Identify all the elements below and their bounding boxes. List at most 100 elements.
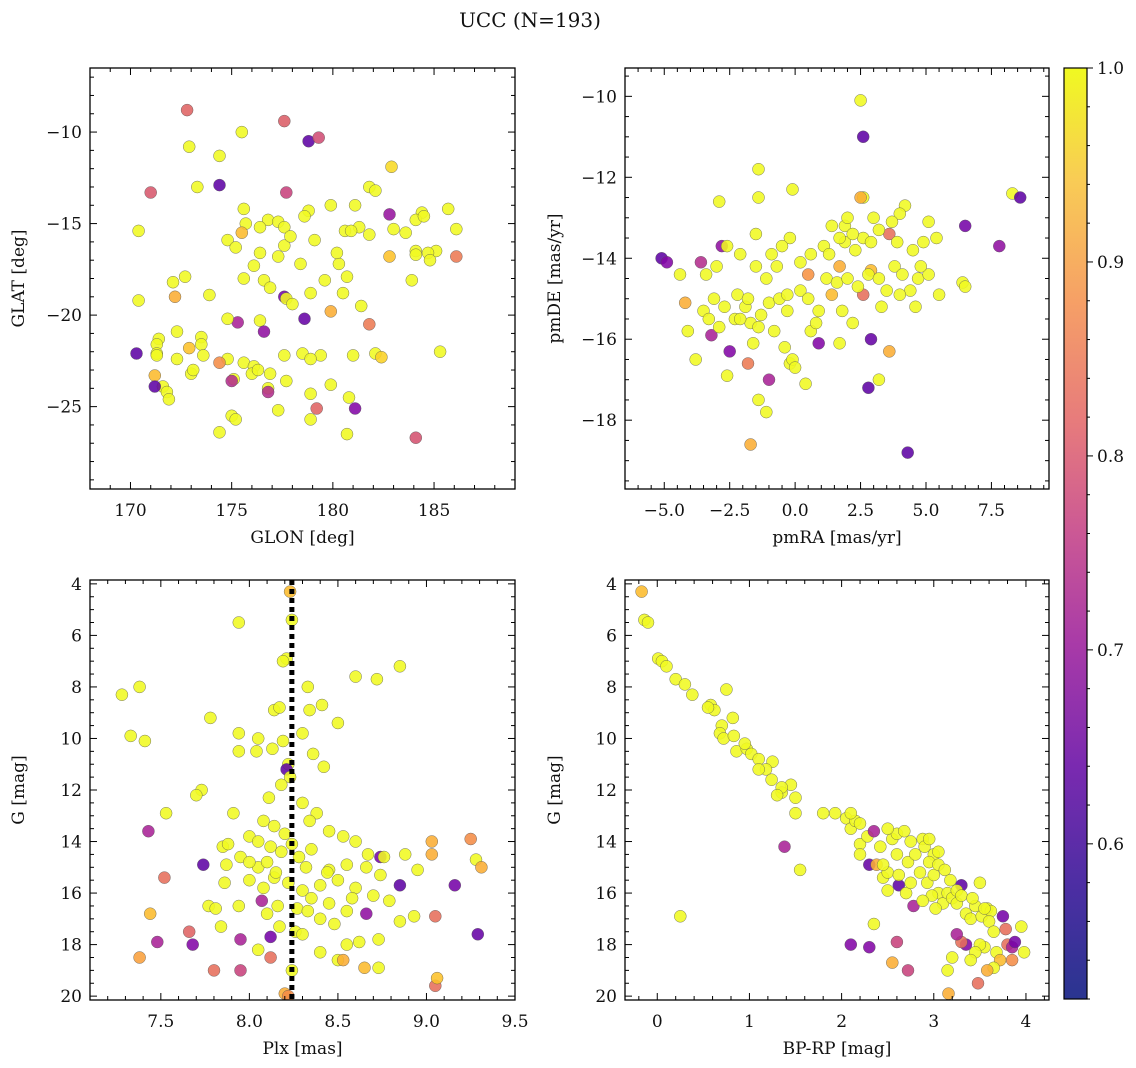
data-point	[635, 585, 648, 598]
data-point	[762, 296, 776, 309]
colorbar-tick-label: 0.8	[1097, 447, 1124, 467]
data-point	[886, 956, 899, 969]
data-point	[294, 257, 307, 271]
data-point	[744, 438, 757, 451]
data-point	[904, 876, 917, 889]
data-point	[411, 863, 424, 877]
data-point	[825, 219, 838, 233]
data-point	[332, 257, 346, 271]
data-point	[296, 796, 309, 810]
data-point	[892, 868, 905, 882]
data-point	[450, 250, 463, 263]
data-point	[425, 848, 438, 861]
y-tick-label: 16	[60, 884, 82, 904]
data-point	[699, 268, 713, 281]
data-point	[681, 324, 694, 338]
data-point	[710, 260, 723, 273]
data-point	[209, 902, 222, 915]
data-point	[301, 680, 314, 694]
data-point	[227, 807, 240, 820]
data-point	[151, 935, 164, 949]
data-point	[203, 288, 216, 302]
data-point	[296, 884, 309, 897]
data-point	[377, 850, 391, 864]
data-point	[278, 349, 291, 362]
data-point	[941, 964, 954, 977]
y-tick-label: −14	[581, 249, 617, 269]
data-point	[707, 292, 721, 305]
data-point	[417, 210, 431, 223]
data-point	[253, 220, 267, 234]
data-point	[232, 616, 246, 629]
data-point	[182, 925, 196, 938]
data-point	[853, 817, 867, 830]
data-point	[917, 235, 930, 249]
data-point	[778, 840, 791, 853]
data-point	[132, 224, 145, 238]
data-point	[372, 961, 385, 974]
data-point	[950, 928, 963, 941]
y-tick-label: 18	[595, 936, 617, 956]
data-point	[429, 910, 442, 923]
data-point	[778, 341, 791, 354]
y-tick-label: 6	[606, 626, 617, 646]
data-point	[232, 727, 246, 740]
data-point	[922, 215, 935, 229]
data-point	[190, 789, 203, 802]
data-point	[150, 349, 164, 362]
data-point	[723, 345, 736, 358]
data-point	[978, 902, 991, 915]
data-point	[264, 930, 277, 944]
data-point	[875, 300, 888, 313]
data-point	[754, 308, 768, 322]
data-point	[374, 868, 387, 882]
data-point	[272, 404, 285, 417]
data-point	[360, 861, 373, 874]
data-point	[726, 711, 739, 725]
data-point	[375, 351, 388, 364]
data-point	[409, 431, 422, 444]
data-point	[1008, 935, 1022, 949]
data-point	[765, 247, 778, 261]
data-point	[749, 227, 763, 241]
data-point	[833, 260, 846, 273]
data-point	[144, 186, 157, 199]
data-point	[747, 337, 760, 350]
y-tick-label: −18	[581, 411, 617, 431]
data-point	[170, 352, 184, 366]
data-point	[337, 830, 350, 843]
data-point	[833, 231, 846, 245]
data-point	[269, 866, 283, 879]
data-point	[686, 688, 699, 701]
data-point	[409, 248, 422, 261]
x-tick-label: 9.0	[413, 1012, 440, 1032]
data-point	[734, 312, 747, 326]
data-point	[264, 951, 277, 964]
data-point	[841, 272, 854, 285]
data-point	[718, 300, 731, 313]
data-point	[213, 149, 226, 163]
data-point	[896, 268, 909, 281]
data-point	[278, 220, 291, 234]
data-point	[720, 369, 734, 382]
data-point	[280, 186, 293, 199]
point-group	[655, 94, 1027, 459]
data-point	[221, 233, 234, 247]
data-point	[308, 233, 321, 247]
data-point	[741, 292, 755, 305]
data-point	[284, 230, 297, 243]
data-point	[251, 363, 265, 377]
data-point	[802, 268, 815, 281]
data-point	[292, 850, 306, 864]
data-point	[781, 288, 794, 301]
x-tick-label: 185	[418, 501, 450, 521]
data-point	[250, 745, 263, 758]
x-tick-label: −5.0	[644, 501, 685, 521]
data-point	[276, 655, 290, 668]
data-point	[304, 413, 317, 426]
data-point	[904, 835, 917, 848]
data-point	[178, 270, 192, 283]
data-point	[885, 215, 899, 229]
x-tick-label: 3	[928, 1012, 939, 1032]
